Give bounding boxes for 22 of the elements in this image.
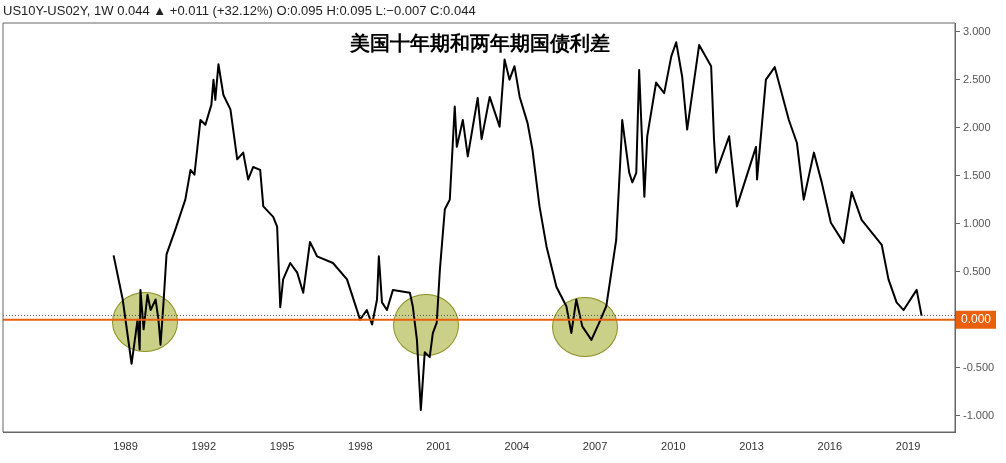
y-tick-label: -0.500 bbox=[963, 360, 995, 373]
y-tick-label: -1.000 bbox=[963, 408, 995, 421]
y-tick-label: 1.500 bbox=[963, 168, 991, 181]
y-tick-label: 2.500 bbox=[963, 72, 991, 85]
text: 美国十年期和两年期国债利差 bbox=[349, 30, 611, 57]
x-tick-label: 2007 bbox=[582, 439, 608, 452]
x-tick-label: 1992 bbox=[191, 439, 217, 452]
chart-subtitle: US10Y-US02Y, 1W 0.044 ▲ +0.011 (+32.12%) O:0.095 H:0.095 L:−0.007 C:0.044 bbox=[3, 3, 476, 18]
y-tick-label: 1.000 bbox=[963, 216, 991, 229]
y-tick-label: 2.000 bbox=[963, 120, 991, 133]
x-tick-label: 2001 bbox=[426, 439, 451, 452]
x-tick-label: 1995 bbox=[269, 439, 295, 452]
x-tick-label: 2016 bbox=[817, 439, 843, 452]
x-tick-label: 1989 bbox=[113, 439, 138, 452]
x-tick-label: 2010 bbox=[661, 439, 686, 452]
x-tick-label: 2013 bbox=[739, 439, 764, 452]
x-tick-label: 2019 bbox=[895, 439, 921, 452]
y-tick-label: 3.000 bbox=[963, 24, 991, 37]
x-tick-label: 2004 bbox=[504, 439, 530, 452]
ref-line-label: 0.000 bbox=[961, 311, 992, 326]
x-tick-label: 1998 bbox=[348, 439, 373, 452]
y-tick-label: 0.500 bbox=[963, 264, 991, 277]
